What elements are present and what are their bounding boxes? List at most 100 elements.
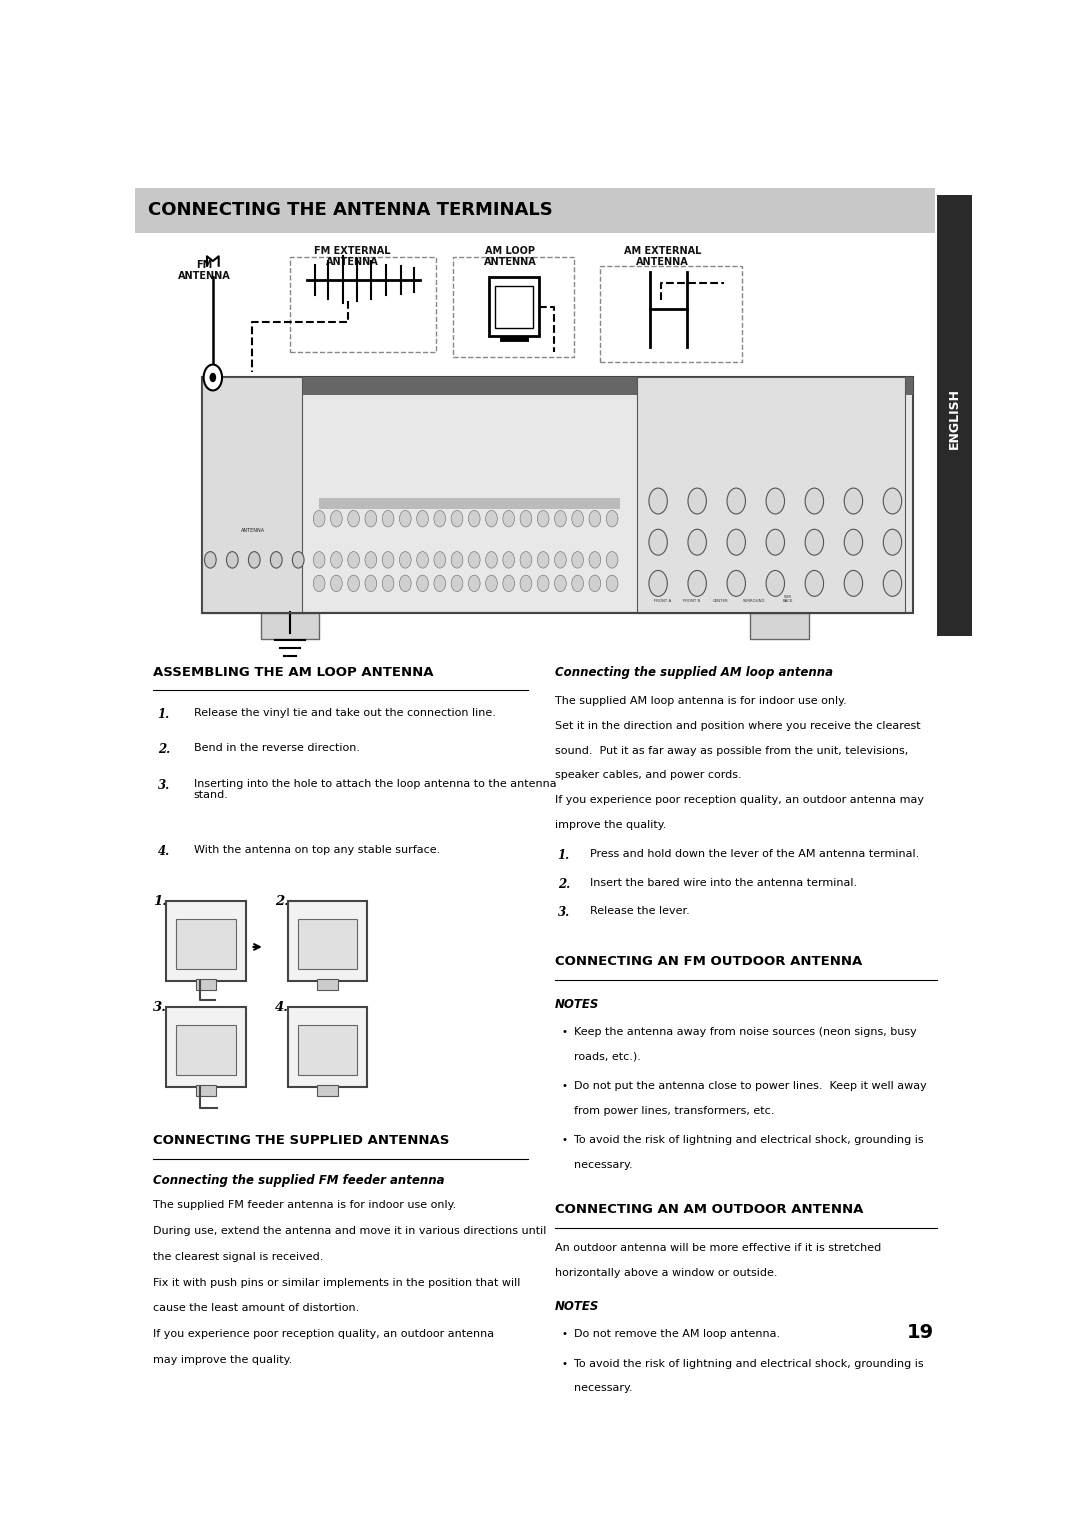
Text: sound.  Put it as far away as possible from the unit, televisions,: sound. Put it as far away as possible fr… [555,746,908,756]
Circle shape [417,510,429,527]
Circle shape [571,510,583,527]
Circle shape [313,510,325,527]
Circle shape [766,570,784,596]
Text: necessary.: necessary. [573,1383,632,1394]
Bar [637,377,905,613]
Text: NOTES: NOTES [555,998,599,1010]
Text: 2.: 2. [557,877,570,891]
Circle shape [688,529,706,555]
Bar [287,1007,367,1086]
Text: 1.: 1. [158,707,170,721]
Circle shape [469,552,481,568]
Circle shape [727,529,745,555]
Bar [298,1025,357,1076]
Circle shape [521,510,531,527]
Text: 1.: 1. [557,850,570,862]
Text: Insert the bared wire into the antenna terminal.: Insert the bared wire into the antenna t… [591,877,858,888]
Circle shape [365,575,377,591]
Text: ANTENNA: ANTENNA [241,529,265,533]
Text: •: • [562,1329,568,1340]
Circle shape [806,570,824,596]
Bar [489,278,539,336]
Text: SUR
BACK: SUR BACK [783,594,793,604]
Text: speaker cables, and power cords.: speaker cables, and power cords. [555,770,742,781]
Circle shape [727,570,745,596]
Circle shape [400,575,411,591]
Text: 3.: 3. [557,906,570,918]
Circle shape [330,510,342,527]
Circle shape [227,552,239,568]
Circle shape [649,570,667,596]
Text: Press and hold down the lever of the AM antenna terminal.: Press and hold down the lever of the AM … [591,850,919,859]
Circle shape [606,575,618,591]
Text: roads, etc.).: roads, etc.). [573,1051,640,1062]
Bar [320,498,620,509]
Circle shape [365,510,377,527]
Bar [260,613,320,639]
Circle shape [521,552,531,568]
Circle shape [348,552,360,568]
Circle shape [434,552,446,568]
Circle shape [538,510,549,527]
Text: 19: 19 [907,1323,934,1342]
Text: •: • [562,1027,568,1038]
Text: Bend in the reverse direction.: Bend in the reverse direction. [193,744,360,753]
Text: To avoid the risk of lightning and electrical shock, grounding is: To avoid the risk of lightning and elect… [573,1135,923,1144]
Bar [289,258,436,351]
Circle shape [204,365,222,391]
Text: 4.: 4. [158,845,170,857]
Circle shape [270,552,282,568]
Bar [135,188,935,232]
Text: FM EXTERNAL
ANTENNA: FM EXTERNAL ANTENNA [314,246,391,267]
Text: NOTES: NOTES [555,1300,599,1313]
Text: horizontally above a window or outside.: horizontally above a window or outside. [555,1268,778,1277]
Bar [936,196,972,636]
Circle shape [486,575,497,591]
Text: During use, extend the antenna and move it in various directions until: During use, extend the antenna and move … [153,1225,546,1236]
Text: Connecting the supplied FM feeder antenna: Connecting the supplied FM feeder antenn… [153,1174,445,1187]
Text: Connecting the supplied AM loop antenna: Connecting the supplied AM loop antenna [555,666,833,678]
Circle shape [845,529,863,555]
Bar [318,1085,338,1097]
Text: •: • [562,1135,568,1144]
Text: FM
ANTENNA: FM ANTENNA [178,260,231,281]
Circle shape [313,552,325,568]
Text: To avoid the risk of lightning and electrical shock, grounding is: To avoid the risk of lightning and elect… [573,1358,923,1369]
Text: may improve the quality.: may improve the quality. [153,1355,293,1365]
Text: The supplied AM loop antenna is for indoor use only.: The supplied AM loop antenna is for indo… [555,697,847,706]
Circle shape [845,487,863,513]
Text: The supplied FM feeder antenna is for indoor use only.: The supplied FM feeder antenna is for in… [153,1199,457,1210]
Circle shape [204,552,216,568]
Text: CONNECTING AN AM OUTDOOR ANTENNA: CONNECTING AN AM OUTDOOR ANTENNA [555,1204,864,1216]
Text: Release the lever.: Release the lever. [591,906,690,915]
Circle shape [883,529,902,555]
Circle shape [434,510,446,527]
Circle shape [589,575,600,591]
Text: FRONT A: FRONT A [653,599,671,604]
Circle shape [400,552,411,568]
Circle shape [538,552,549,568]
Bar [176,918,235,969]
Circle shape [688,570,706,596]
Text: 2.: 2. [274,895,288,908]
Text: CONNECTING AN FM OUTDOOR ANTENNA: CONNECTING AN FM OUTDOOR ANTENNA [555,955,863,969]
Circle shape [400,510,411,527]
Circle shape [313,575,325,591]
Circle shape [589,552,600,568]
Bar [166,902,246,981]
Bar [298,918,357,969]
Text: AM EXTERNAL
ANTENNA: AM EXTERNAL ANTENNA [623,246,701,267]
Circle shape [348,510,360,527]
Text: 3.: 3. [158,779,170,792]
Circle shape [883,487,902,513]
Circle shape [248,552,260,568]
Text: With the antenna on top any stable surface.: With the antenna on top any stable surfa… [193,845,440,854]
Circle shape [451,552,463,568]
Circle shape [571,575,583,591]
Bar [318,979,338,990]
Circle shape [417,552,429,568]
Circle shape [503,510,514,527]
Text: •: • [562,1358,568,1369]
Circle shape [727,487,745,513]
Text: Inserting into the hole to attach the loop antenna to the antenna
stand.: Inserting into the hole to attach the lo… [193,779,556,801]
